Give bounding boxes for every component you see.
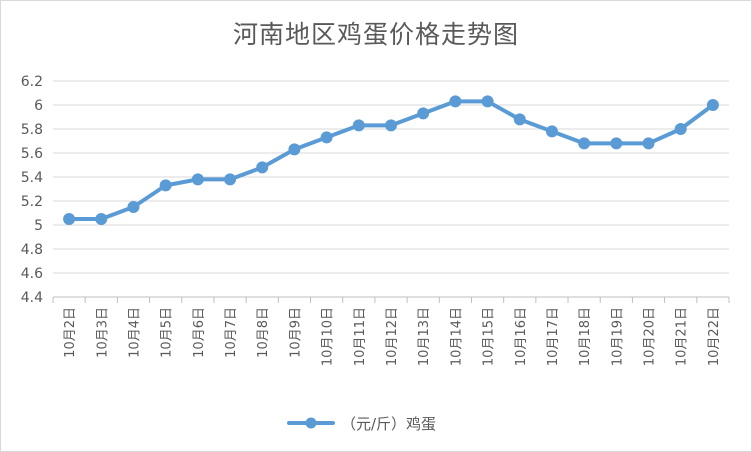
x-tick-label: 10月7日	[224, 307, 239, 358]
data-point	[417, 107, 430, 120]
x-tick-label: 10月5日	[160, 307, 175, 358]
y-tick-label: 5.6	[21, 146, 43, 162]
data-point	[256, 161, 269, 174]
x-tick-label: 10月17日	[546, 307, 561, 366]
x-tick-label: 10月19日	[610, 307, 625, 366]
y-tick-label: 6.2	[21, 74, 43, 90]
data-point	[127, 201, 140, 213]
x-tick-label: 10月13日	[417, 307, 432, 366]
legend-label: （元/斤）鸡蛋	[341, 415, 436, 433]
y-tick-label: 5	[34, 218, 43, 234]
data-point	[385, 119, 397, 132]
x-tick-label: 10月6日	[192, 307, 207, 358]
data-point	[95, 213, 108, 225]
x-tick-label: 10月22日	[707, 307, 722, 366]
data-point	[288, 143, 301, 156]
x-tick-label: 10月21日	[675, 307, 690, 366]
data-point	[642, 137, 655, 150]
x-tick-label: 10月18日	[578, 307, 593, 366]
x-tick-label: 10月12日	[385, 307, 400, 366]
x-tick-label: 10月20日	[643, 307, 658, 366]
y-tick-label: 5.2	[21, 194, 43, 210]
x-tick-label: 10月8日	[256, 307, 271, 358]
x-tick-label: 10月15日	[482, 307, 497, 366]
data-point	[481, 95, 494, 108]
data-point	[610, 137, 623, 150]
x-tick-label: 10月2日	[63, 307, 78, 358]
x-tick-label: 10月3日	[95, 307, 110, 358]
data-point	[449, 95, 462, 108]
x-tick-label: 10月16日	[514, 307, 529, 366]
y-tick-label: 4.8	[21, 242, 43, 258]
y-tick-label: 4.6	[21, 266, 43, 282]
data-point	[706, 99, 719, 111]
chart-title: 河南地区鸡蛋价格走势图	[232, 20, 519, 49]
data-point	[545, 125, 558, 138]
data-point	[224, 173, 237, 186]
x-tick-label: 10月10日	[321, 307, 336, 366]
data-point	[159, 179, 172, 192]
data-point	[63, 213, 76, 225]
y-tick-label: 5.4	[21, 170, 43, 186]
y-tick-label: 4.4	[21, 290, 43, 306]
data-point	[578, 137, 591, 150]
legend-marker	[305, 417, 317, 429]
data-point	[191, 173, 204, 186]
y-tick-label: 5.8	[21, 122, 43, 138]
x-tick-label: 10月4日	[127, 307, 142, 358]
y-tick-label: 6	[34, 98, 43, 114]
x-tick-label: 10月11日	[353, 307, 368, 366]
data-point	[674, 123, 687, 135]
data-point	[320, 131, 333, 144]
x-tick-label: 10月9日	[288, 307, 303, 358]
x-tick-label: 10月14日	[449, 307, 464, 366]
data-point	[513, 113, 526, 126]
data-point	[352, 119, 365, 132]
